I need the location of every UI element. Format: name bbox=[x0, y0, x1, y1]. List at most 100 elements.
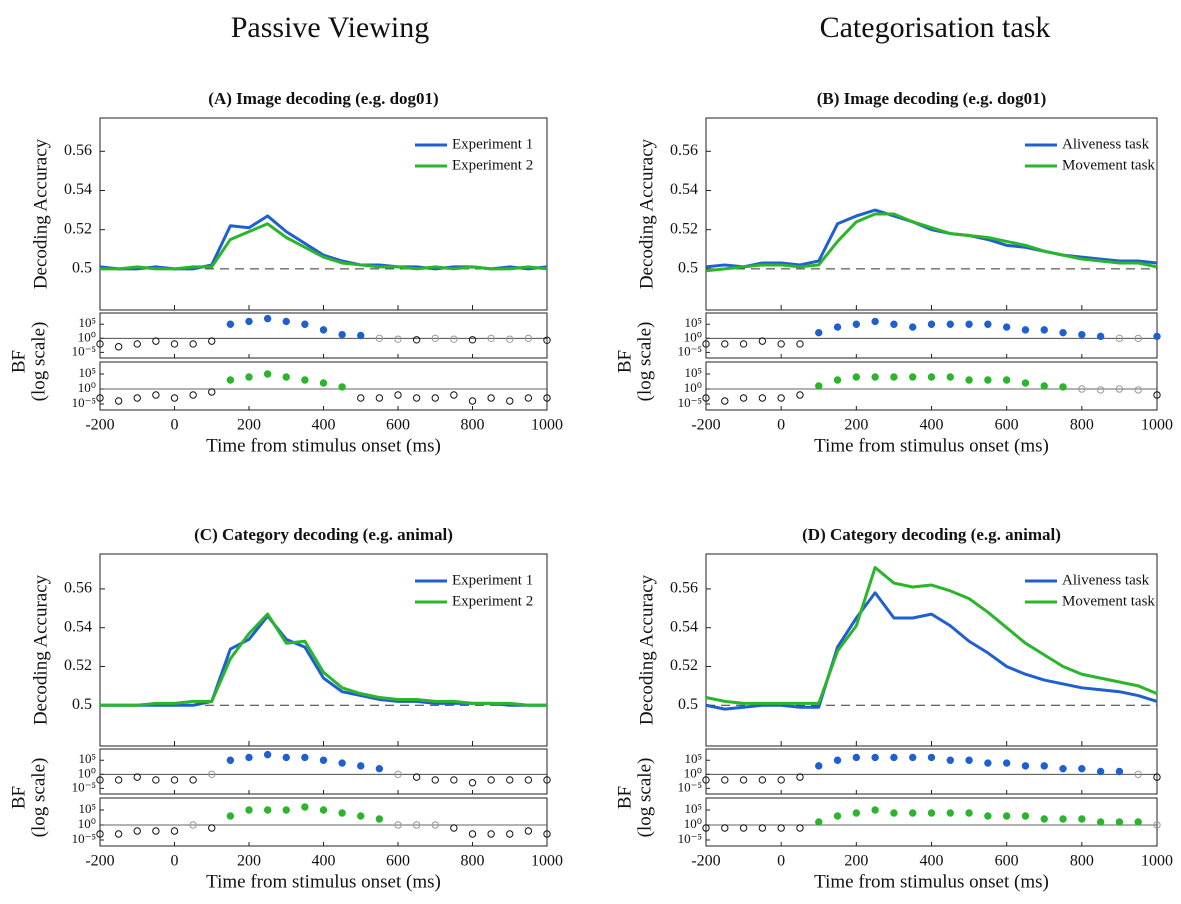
x-axis-label: Time from stimulus onset (ms) bbox=[206, 435, 441, 456]
bf-point bbox=[301, 376, 309, 384]
bf-point bbox=[815, 382, 823, 390]
bf-y-tick-label: 10⁻⁵ bbox=[678, 343, 702, 358]
chart-title: (C) Category decoding (e.g. animal) bbox=[194, 525, 453, 544]
bf-point bbox=[1040, 815, 1048, 823]
bf-point bbox=[758, 394, 767, 402]
bf-point bbox=[852, 809, 861, 817]
data-line bbox=[99, 214, 548, 271]
bf-point bbox=[357, 812, 365, 820]
bf-point bbox=[1078, 330, 1086, 339]
x-tick-label: 200 bbox=[237, 417, 261, 434]
bf-point bbox=[1115, 818, 1124, 826]
bf-point bbox=[114, 776, 123, 784]
bf-point bbox=[1021, 326, 1030, 334]
bf-point bbox=[338, 809, 346, 817]
bf-point bbox=[170, 340, 179, 348]
x-tick-label: 0 bbox=[777, 853, 785, 870]
bf-point bbox=[1021, 379, 1030, 387]
bf-point bbox=[833, 376, 842, 384]
bf-point bbox=[189, 391, 197, 399]
bf-point bbox=[1078, 764, 1086, 773]
bf-point bbox=[946, 373, 954, 381]
bf-point bbox=[1040, 762, 1048, 770]
bf-y-tick-label: 10⁵ bbox=[78, 751, 96, 766]
legend-label: Aliveness task bbox=[1062, 572, 1150, 588]
x-tick-label: 600 bbox=[386, 417, 410, 434]
bf-point bbox=[524, 394, 533, 402]
y-tick-label: 0.5 bbox=[678, 260, 698, 277]
bf-point bbox=[721, 824, 729, 832]
bf-point bbox=[506, 397, 514, 405]
bf-point bbox=[946, 756, 954, 764]
panel: (A) Image decoding (e.g. dog01) Decoding … bbox=[8, 89, 563, 456]
bf-point bbox=[450, 391, 458, 399]
bf-point bbox=[170, 827, 179, 835]
bf-point bbox=[357, 331, 365, 340]
bf-point bbox=[852, 753, 861, 762]
bf-point bbox=[133, 340, 141, 348]
bf-point bbox=[487, 776, 495, 784]
bf-y-tick-label: 10⁻⁵ bbox=[678, 395, 702, 410]
bf-point bbox=[833, 323, 842, 331]
bf-label: BF bbox=[8, 786, 29, 809]
bf-point bbox=[1078, 815, 1086, 823]
bf-point bbox=[450, 776, 458, 784]
bf-point bbox=[524, 776, 533, 784]
bf-point bbox=[450, 335, 458, 343]
bf-point bbox=[739, 340, 748, 348]
bf-point bbox=[543, 336, 551, 344]
x-tick-label: 1000 bbox=[531, 417, 563, 434]
legend-label: Movement task bbox=[1062, 593, 1155, 609]
bf-y-tick-label: 10⁻⁵ bbox=[72, 779, 96, 794]
legend-label: Experiment 1 bbox=[452, 136, 533, 152]
chart-title: (A) Image decoding (e.g. dog01) bbox=[208, 89, 438, 108]
bf-point bbox=[208, 388, 216, 396]
x-axis-label: Time from stimulus onset (ms) bbox=[206, 871, 441, 892]
bf-point bbox=[739, 824, 748, 832]
bf-point bbox=[114, 830, 123, 838]
bf-point bbox=[777, 776, 785, 784]
bf-point bbox=[1002, 812, 1011, 820]
bf-point bbox=[796, 391, 804, 399]
legend-label: Experiment 2 bbox=[452, 157, 533, 173]
bf-point bbox=[319, 756, 328, 764]
bf-point bbox=[702, 776, 710, 784]
bf-point bbox=[245, 806, 253, 814]
bf-point bbox=[965, 376, 973, 384]
bf-y-tick-label: 10⁰ bbox=[78, 816, 96, 831]
bf-y-tick-label: 10⁵ bbox=[684, 801, 702, 816]
x-tick-label: 400 bbox=[920, 853, 944, 870]
x-tick-label: 400 bbox=[312, 417, 336, 434]
bf-point bbox=[815, 328, 823, 337]
bf-point bbox=[226, 320, 235, 328]
data-line bbox=[705, 566, 1158, 705]
y-tick-label: 0.54 bbox=[670, 618, 698, 635]
bf-point bbox=[189, 340, 197, 348]
bf-point bbox=[871, 373, 879, 381]
bf-label: BF bbox=[614, 786, 635, 809]
bf-point bbox=[702, 340, 710, 348]
bf-point bbox=[96, 830, 104, 838]
bf-point bbox=[208, 824, 216, 832]
bf-point bbox=[833, 756, 842, 764]
x-tick-label: 200 bbox=[844, 853, 868, 870]
bf-point bbox=[152, 337, 160, 345]
bf-point bbox=[890, 320, 898, 328]
bf-y-tick-label: 10⁵ bbox=[684, 751, 702, 766]
bf-point bbox=[1096, 818, 1105, 826]
bf-point bbox=[357, 762, 365, 770]
bf-point bbox=[984, 759, 992, 767]
data-line bbox=[705, 208, 1158, 269]
bf-point bbox=[170, 776, 179, 784]
bf-point bbox=[1021, 812, 1030, 820]
bf-point bbox=[152, 776, 160, 784]
x-tick-label: 1000 bbox=[1141, 417, 1173, 434]
bf-point bbox=[815, 762, 823, 770]
bf-y-tick-label: 10⁵ bbox=[78, 801, 96, 816]
bf-point bbox=[431, 776, 439, 784]
bf-point bbox=[319, 326, 328, 334]
bf-point bbox=[927, 320, 936, 328]
bf-point bbox=[301, 753, 309, 762]
x-axis-label: Time from stimulus onset (ms) bbox=[814, 435, 1049, 456]
bf-point bbox=[927, 373, 936, 381]
